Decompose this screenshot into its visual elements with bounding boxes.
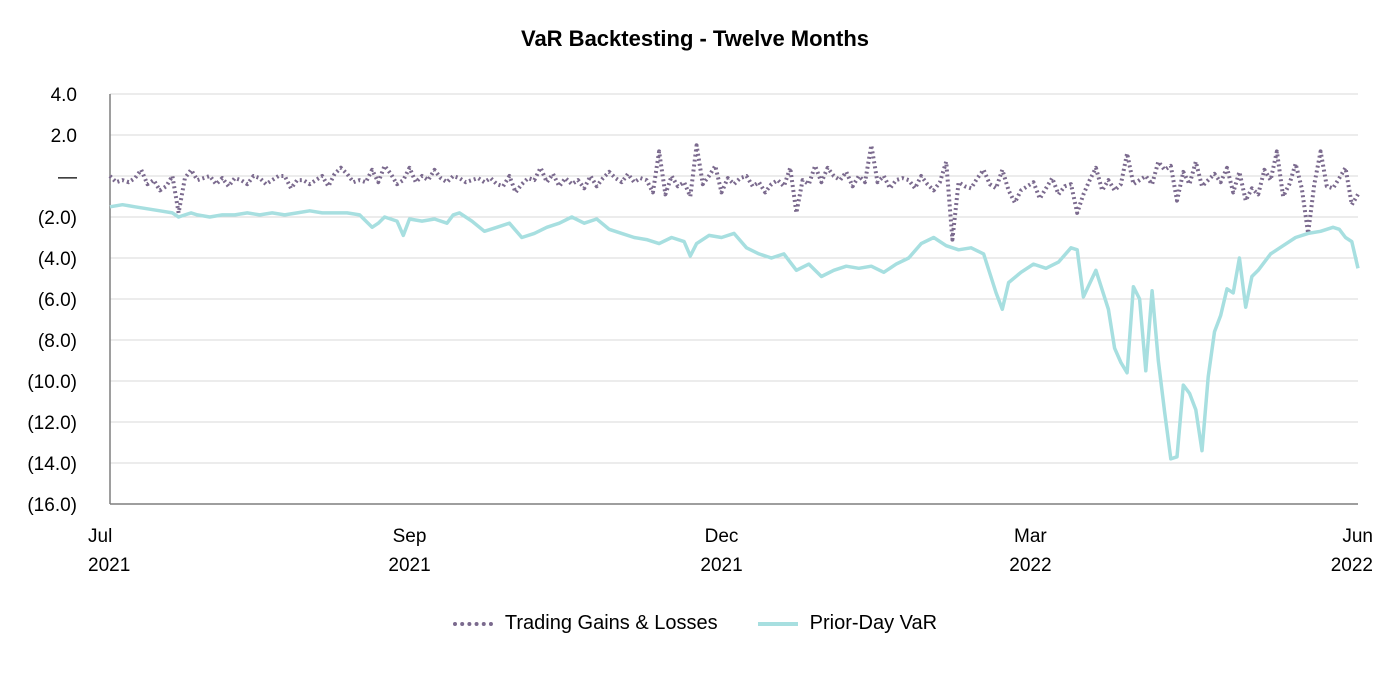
x-tick-month: Dec — [705, 526, 739, 547]
legend-item-trading: Trading Gains & Losses — [452, 612, 718, 635]
y-tick-label: 4.0 — [51, 85, 77, 106]
chart-title: VaR Backtesting - Twelve Months — [520, 26, 869, 51]
x-tick-year: 2022 — [1009, 555, 1051, 576]
y-tick-label: (12.0) — [27, 413, 77, 434]
y-tick-label: (4.0) — [38, 249, 77, 270]
y-tick-label: — — [58, 167, 77, 188]
legend-swatch-trading — [452, 621, 493, 626]
y-tick-label: (8.0) — [38, 331, 77, 352]
x-tick-year: 2021 — [388, 555, 430, 576]
x-tick-month: Jul — [88, 526, 112, 547]
x-tick-month: Mar — [1014, 526, 1047, 547]
x-tick-month: Sep — [393, 526, 427, 547]
x-tick-year: 2021 — [88, 555, 130, 576]
series-lines — [108, 143, 1360, 461]
gridlines — [110, 93, 1358, 505]
legend-label-trading: Trading Gains & Losses — [504, 612, 718, 634]
x-tick-year: 2022 — [1331, 555, 1373, 576]
y-tick-labels: 4.0 2.0 — (2.0) (4.0) (6.0) (8.0) (10.0) (12.0) (… — [27, 85, 77, 516]
legend-swatch-var — [757, 621, 798, 626]
y-tick-label: (16.0) — [27, 495, 77, 516]
y-tick-label: (6.0) — [38, 290, 77, 311]
legend-label-var: Prior-Day VaR — [809, 612, 938, 634]
legend-item-var: Prior-Day VaR — [757, 612, 938, 635]
x-tick-year: 2021 — [700, 555, 742, 576]
y-tick-label: 2.0 — [51, 126, 77, 147]
x-tick-labels: Jul 2021 Sep 2021 Dec 2021 Mar 2022 Jun 2022 — [88, 526, 1373, 576]
legend: Trading Gains & Losses Prior-Day VaR — [0, 612, 1390, 635]
y-tick-label: (2.0) — [38, 208, 77, 229]
series-line-0 — [108, 143, 1360, 242]
y-tick-label: (14.0) — [27, 454, 77, 475]
series-line-1 — [109, 202, 1360, 461]
x-tick-month: Jun — [1342, 526, 1373, 547]
axes — [109, 94, 1358, 505]
y-tick-label: (10.0) — [27, 372, 77, 393]
